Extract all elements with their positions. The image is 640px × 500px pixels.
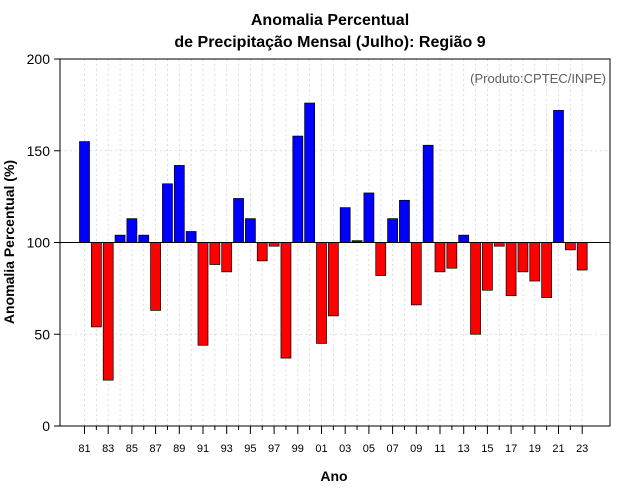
y-axis: 0 50 100 150 200	[27, 51, 60, 434]
x-tick-label: 21	[552, 443, 564, 455]
bar-05	[363, 192, 375, 243]
bar-00	[304, 102, 315, 243]
bar-02	[328, 242, 339, 317]
y-tick-label: 200	[27, 51, 51, 67]
bar-12	[446, 242, 458, 269]
x-tick-label: 05	[363, 443, 375, 455]
bar-85	[126, 218, 138, 243]
y-tick-label: 150	[27, 143, 51, 159]
x-tick-label: 07	[386, 443, 398, 455]
bar-10	[422, 144, 434, 243]
bar-93	[221, 242, 233, 273]
y-tick-label: 100	[27, 235, 51, 251]
bar-17	[505, 242, 517, 297]
x-tick-label: 81	[78, 443, 90, 455]
x-tick-label: 03	[339, 443, 351, 455]
bar-15	[482, 242, 493, 291]
x-tick-label: 95	[244, 443, 256, 455]
bar-90	[185, 231, 197, 243]
x-tick-label: 13	[458, 443, 470, 455]
source-label: (Produto:CPTEC/INPE)	[470, 71, 606, 86]
bar-20	[541, 242, 553, 298]
chart-title: Anomalia Percentual	[251, 12, 409, 29]
bar-82	[90, 242, 102, 328]
x-tick-label: 83	[102, 443, 114, 455]
bar-13	[458, 234, 470, 243]
bar-95	[245, 218, 256, 243]
bar-84	[114, 234, 126, 243]
x-tick-label: 85	[126, 443, 138, 455]
bar-06	[375, 242, 387, 276]
y-tick-label: 0	[42, 418, 50, 434]
bar-94	[233, 198, 244, 243]
bar-08	[399, 199, 410, 243]
bar-83	[102, 242, 114, 381]
x-tick-label: 89	[173, 443, 185, 455]
x-tick-label: 17	[505, 443, 517, 455]
x-tick-label: 93	[221, 443, 233, 455]
bar-22	[564, 242, 576, 251]
x-tick-label: 19	[529, 443, 541, 455]
x-tick-label: 23	[576, 443, 588, 455]
y-axis-label: Anomalia Percentual (%)	[1, 160, 17, 324]
bars	[79, 102, 588, 381]
bar-21	[553, 110, 564, 243]
bar-03	[339, 207, 351, 243]
bar-86	[138, 234, 150, 243]
x-tick-label: 01	[315, 443, 327, 455]
x-axis-label: Ano	[320, 468, 347, 484]
x-tick-label: 11	[434, 443, 445, 455]
bar-01	[316, 242, 327, 344]
x-tick-label: 97	[268, 443, 280, 455]
bar-16	[493, 242, 505, 247]
bar-07	[387, 218, 398, 243]
x-tick-label: 91	[197, 443, 209, 455]
bar-87	[150, 242, 161, 311]
bar-09	[410, 242, 422, 306]
y-tick-label: 50	[34, 326, 50, 342]
bar-98	[280, 242, 292, 359]
x-tick-label: 15	[481, 443, 493, 455]
bar-99	[292, 135, 304, 243]
bar-81	[79, 141, 90, 243]
x-tick-label: 09	[410, 443, 422, 455]
bar-97	[268, 242, 280, 247]
bar-19	[529, 242, 541, 282]
bar-96	[256, 242, 268, 262]
bar-89	[173, 165, 185, 243]
bar-14	[470, 242, 481, 335]
bar-91	[197, 242, 209, 346]
x-axis: 81 83 85 87 89 91 93 95 97 99 01 03 05 07 09 11 13 15 17 19…	[78, 426, 588, 455]
x-tick-label: 87	[149, 443, 161, 455]
x-tick-label: 99	[292, 443, 304, 455]
bar-92	[209, 242, 221, 265]
bar-23	[576, 242, 588, 271]
bar-88	[162, 183, 173, 243]
bar-18	[517, 242, 529, 273]
chart-subtitle: de Precipitação Mensal (Julho): Região 9	[174, 34, 485, 51]
bar-11	[434, 242, 446, 273]
